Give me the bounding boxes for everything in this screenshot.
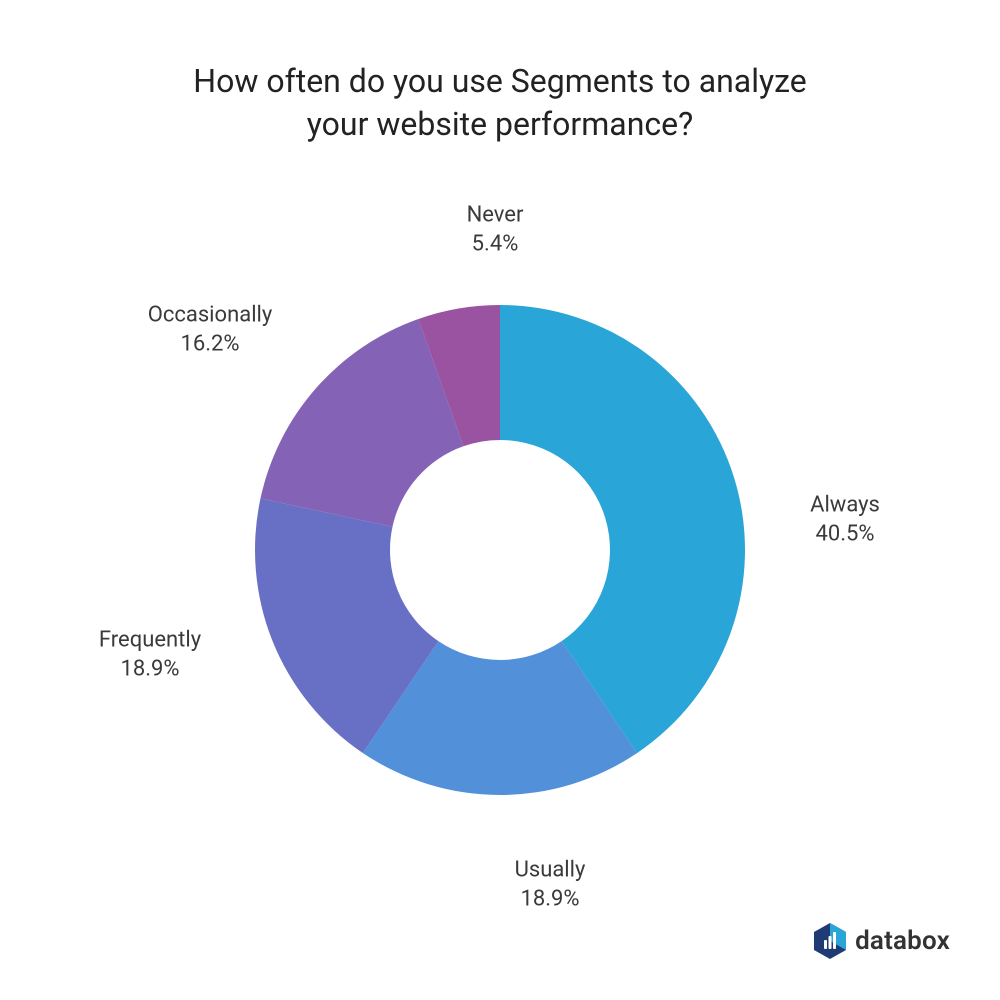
slice-label-always: Always40.5% [810,491,880,548]
slice-label-value: 18.9% [515,885,586,914]
slice-label-name: Frequently [99,626,201,655]
slice-label-usually: Usually18.9% [515,856,586,913]
slice-label-value: 18.9% [99,655,201,684]
slice-label-value: 40.5% [810,520,880,549]
donut-chart: Always40.5% Usually 18.9%Frequently18.9% Oc… [0,200,1000,900]
slice-label-name: Occasionally [148,301,273,330]
brand-name: databox [855,926,950,956]
slice-label-value: 5.4% [467,230,524,259]
chart-title: How often do you use Segments to analyze… [0,60,1000,146]
slice-label-name: Never [467,201,524,230]
title-line-1: How often do you use Segments to analyze [193,62,806,100]
slice-label-occasionally: Occasionally16.2% [148,301,273,358]
slice-label-value: 16.2% [148,330,273,359]
brand-logo: databox [813,922,950,960]
title-line-2: your website performance? [307,105,693,143]
slice-label-frequently: Frequently18.9% [99,626,201,683]
slice-label-never: Never5.4% [467,201,524,258]
slice-label-name: Always [810,491,880,520]
slice-label-name: Usually [515,856,586,885]
brand-hexagon-icon [813,922,847,960]
